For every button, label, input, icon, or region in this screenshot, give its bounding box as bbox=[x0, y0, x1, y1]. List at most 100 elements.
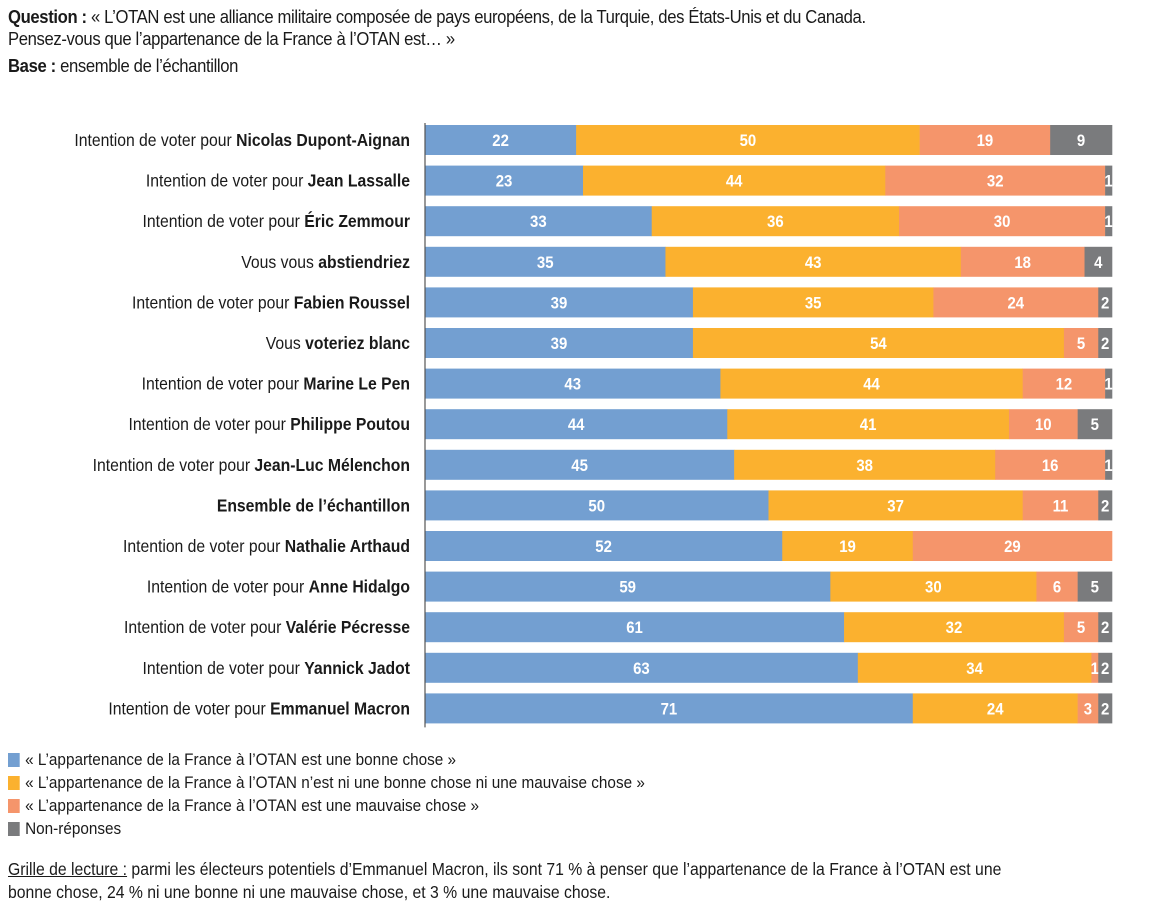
data-label-nr: 9 bbox=[1077, 132, 1085, 150]
bar-segment-nr bbox=[1098, 652, 1113, 683]
data-label-bonne: 22 bbox=[492, 132, 509, 150]
category-label-prefix: Vous vous bbox=[241, 252, 318, 272]
legend-item-ni: « L’appartenance de la France à l’OTAN n… bbox=[8, 771, 908, 794]
data-label-ni: 35 bbox=[805, 295, 822, 313]
bar-segment-mauvaise bbox=[995, 449, 1106, 480]
bar-row: 39 54 5 2 bbox=[425, 328, 1113, 358]
data-label-bonne: 59 bbox=[619, 579, 636, 597]
category-label: Intention de voter pour Jean Lassalle bbox=[146, 171, 410, 191]
bar-segment-mauvaise bbox=[1063, 612, 1099, 643]
category-label-name: Anne Hidalgo bbox=[309, 577, 410, 597]
data-label-mauvaise: 32 bbox=[987, 173, 1004, 191]
legend-label-nr: Non-réponses bbox=[25, 819, 122, 838]
category-label-name: Marine Le Pen bbox=[303, 374, 410, 394]
legend-item-mauvaise: « L’appartenance de la France à l’OTAN e… bbox=[8, 794, 908, 817]
data-label-nr: 4 bbox=[1094, 254, 1102, 272]
bar-segment-mauvaise bbox=[960, 246, 1085, 277]
category-label-name: voteriez blanc bbox=[305, 333, 410, 353]
data-label-ni: 38 bbox=[856, 457, 873, 475]
category-label: Intention de voter pour Anne Hidalgo bbox=[147, 577, 410, 597]
category-label-prefix: Intention de voter pour bbox=[108, 699, 270, 719]
bar-segment-mauvaise bbox=[885, 165, 1106, 196]
category-label: Intention de voter pour Nathalie Arthaud bbox=[123, 536, 410, 556]
data-label-nr: 5 bbox=[1091, 416, 1099, 434]
category-label: Intention de voter pour Valérie Pécresse bbox=[124, 617, 410, 637]
bar-segment-nr bbox=[1105, 368, 1113, 399]
bar-row: 23 44 32 1 bbox=[425, 165, 1113, 196]
bar-row: 59 30 6 5 bbox=[425, 571, 1113, 602]
bar-segment-mauvaise bbox=[1091, 652, 1099, 683]
bar-row: 43 44 12 1 bbox=[425, 368, 1113, 399]
bar-segment-nr bbox=[1105, 449, 1113, 480]
data-label-bonne: 50 bbox=[588, 498, 605, 516]
bar-segment-bonne bbox=[425, 612, 845, 643]
data-label-nr: 2 bbox=[1101, 498, 1109, 516]
data-label-nr: 5 bbox=[1091, 579, 1099, 597]
bar-segment-nr bbox=[1098, 693, 1113, 724]
bar-row: 50 37 11 2 bbox=[425, 490, 1113, 521]
bar-segment-bonne bbox=[425, 531, 783, 561]
category-label-name: Éric Zemmour bbox=[304, 211, 410, 231]
category-label-name: Jean Lassalle bbox=[308, 171, 410, 191]
data-label-mauvaise: 1 bbox=[1091, 660, 1099, 678]
category-label-name: Valérie Pécresse bbox=[286, 617, 410, 637]
category-label-name: abstiendriez bbox=[318, 252, 410, 272]
data-label-mauvaise: 29 bbox=[1004, 538, 1021, 556]
legend-swatch-mauvaise bbox=[8, 798, 20, 813]
category-label-prefix: Intention de voter pour bbox=[146, 171, 308, 191]
bar-segment-ni bbox=[720, 368, 1023, 399]
bar-segment-mauvaise bbox=[899, 206, 1106, 237]
question-label: Question : bbox=[8, 6, 87, 27]
data-label-ni: 41 bbox=[860, 416, 877, 434]
base-line: Base : ensemble de l’échantillon bbox=[8, 55, 1133, 77]
category-label-prefix: Intention de voter pour bbox=[123, 536, 285, 556]
reading-note: Grille de lecture : parmi les électeurs … bbox=[8, 858, 1115, 904]
bar-segment-nr bbox=[1098, 612, 1113, 643]
bar-segment-ni bbox=[583, 165, 886, 196]
bar-segment-bonne bbox=[425, 368, 721, 399]
bar-segment-mauvaise bbox=[919, 125, 1051, 155]
bar-segment-bonne bbox=[425, 328, 694, 358]
bar-segment-nr bbox=[1098, 287, 1113, 318]
data-label-mauvaise: 19 bbox=[977, 132, 994, 150]
question-header: Question : « L’OTAN est une alliance mil… bbox=[8, 6, 1133, 77]
data-label-mauvaise: 10 bbox=[1035, 416, 1052, 434]
legend-label-mauvaise: « L’appartenance de la France à l’OTAN e… bbox=[25, 796, 479, 815]
data-label-bonne: 63 bbox=[633, 660, 650, 678]
category-label-name: Yannick Jadot bbox=[304, 658, 410, 678]
data-label-mauvaise: 5 bbox=[1077, 619, 1085, 637]
data-label-nr: 2 bbox=[1101, 660, 1109, 678]
bar-segment-bonne bbox=[425, 206, 653, 237]
bar-row: 45 38 16 1 bbox=[425, 449, 1113, 480]
data-label-bonne: 71 bbox=[661, 701, 678, 719]
data-label-nr: 1 bbox=[1104, 457, 1112, 475]
legend-swatch-ni bbox=[8, 775, 20, 790]
bar-segment-ni bbox=[727, 409, 1010, 440]
data-label-mauvaise: 5 bbox=[1077, 335, 1085, 353]
question-line-1: Question : « L’OTAN est une alliance mil… bbox=[8, 6, 1133, 28]
bar-segment-ni bbox=[651, 206, 900, 237]
bar-segment-nr bbox=[1098, 490, 1113, 521]
base-label: Base : bbox=[8, 55, 56, 76]
reading-note-text: parmi les électeurs potentiels d’Emmanue… bbox=[127, 859, 1002, 879]
bar-segment-mauvaise bbox=[1008, 409, 1078, 440]
data-label-bonne: 23 bbox=[496, 173, 513, 191]
data-label-bonne: 45 bbox=[571, 457, 588, 475]
bar-segment-mauvaise bbox=[933, 287, 1099, 318]
data-label-ni: 19 bbox=[839, 538, 856, 556]
bar-segment-bonne bbox=[425, 449, 735, 480]
category-label: Intention de voter pour Fabien Roussel bbox=[132, 293, 410, 313]
category-label: Intention de voter pour Emmanuel Macron bbox=[108, 699, 410, 719]
bar-segment-ni bbox=[844, 612, 1065, 643]
bar-segment-bonne bbox=[425, 165, 584, 196]
data-label-ni: 37 bbox=[887, 498, 904, 516]
bar-segment-nr bbox=[1084, 246, 1113, 277]
category-label: Vous voteriez blanc bbox=[266, 333, 410, 353]
bar-segment-bonne bbox=[425, 652, 859, 683]
data-label-ni: 44 bbox=[726, 173, 743, 191]
data-label-nr: 1 bbox=[1104, 173, 1112, 191]
bar-segment-ni bbox=[576, 125, 920, 155]
bar-segment-ni bbox=[768, 490, 1023, 521]
bar-segment-mauvaise bbox=[912, 531, 1113, 561]
data-label-nr: 2 bbox=[1101, 295, 1109, 313]
